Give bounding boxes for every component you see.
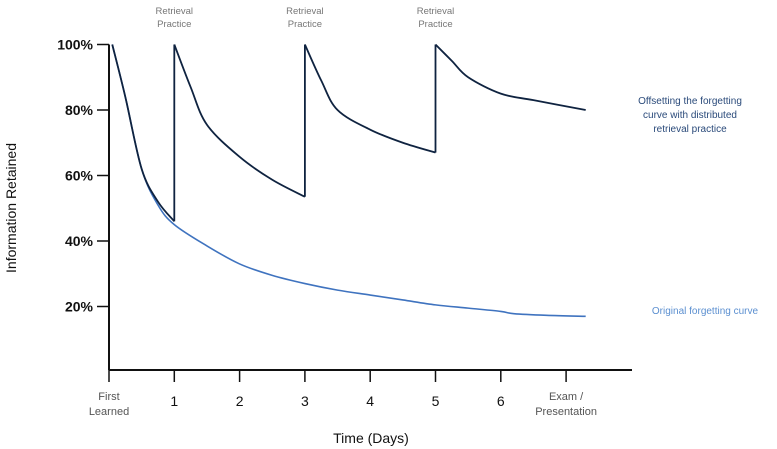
series-label: retrieval practice [653,124,727,135]
retrieval-curve-line [434,43,586,111]
axes: 100% 80% 60% 40% 20% First Learned 1 2 3 4 5 6 Exam /… [57,37,632,418]
x-tick-label: 6 [497,393,505,409]
x-tick-label: Presentation [535,406,597,418]
retrieval-practice-annotation: Retrieval [286,6,324,17]
retrieval-practice-annotation: Practice [418,19,452,30]
labels: Retrieval Practice Retrieval Practice Retrie… [156,6,759,317]
x-tick-label: Exam / [549,391,584,403]
series-label: curve with distributed [643,110,737,121]
retrieval-practice-annotation: Retrieval [156,6,194,17]
x-axis-label: Time (Days) [333,430,409,446]
retrieval-practice-annotation: Retrieval [417,6,455,17]
retrieval-curve-line [304,44,436,154]
x-tick-label: 1 [170,393,178,409]
x-tick-label: 5 [432,393,440,409]
y-tick-label: 20% [65,299,94,315]
original-curve-line [111,44,586,318]
x-tick-label: 3 [301,393,309,409]
y-tick-label: 40% [65,233,94,249]
series-lines [111,43,586,318]
y-axis-label: Information Retained [3,143,19,273]
retrieval-curve-line [173,44,306,198]
retrieval-practice-annotation: Practice [288,19,322,30]
series-label: Offsetting the forgetting [638,96,742,107]
x-tick-label: First [98,391,119,403]
y-tick-label: 100% [57,37,93,53]
series-label: Original forgetting curve [652,306,759,317]
retrieval-practice-annotation: Practice [157,19,191,30]
y-tick-label: 80% [65,102,94,118]
retrieval-curve-line [111,44,175,222]
x-tick-label: 4 [366,393,374,409]
x-tick-label: Learned [89,406,129,418]
x-tick-label: 2 [236,393,244,409]
y-tick-label: 60% [65,168,94,184]
